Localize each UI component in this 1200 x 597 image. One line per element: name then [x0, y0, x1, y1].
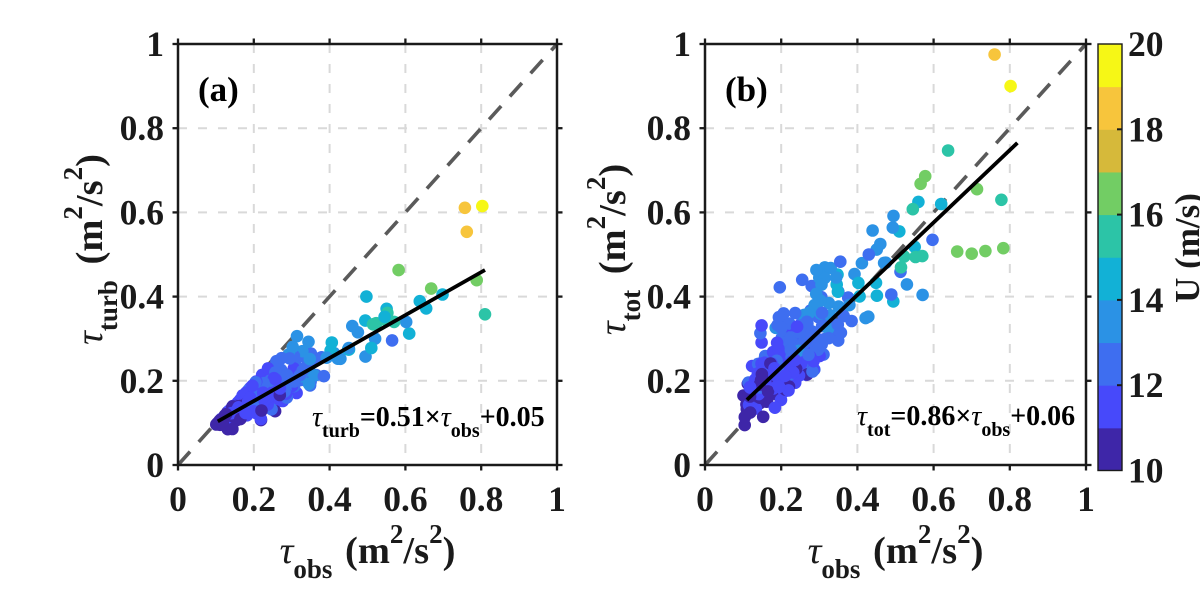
svg-text:20: 20: [1128, 24, 1164, 64]
svg-text:0.8: 0.8: [988, 479, 1032, 519]
svg-text:1: 1: [1077, 479, 1095, 519]
svg-text:0.4: 0.4: [835, 479, 880, 519]
svg-text:0.2: 0.2: [759, 479, 803, 519]
svg-text:τtot (m2/s2): τtot (m2/s2): [581, 164, 646, 335]
svg-text:1: 1: [548, 479, 566, 519]
svg-text:0.4: 0.4: [120, 277, 165, 317]
svg-text:U (m/s): U (m/s): [1168, 193, 1200, 303]
svg-text:14: 14: [1128, 280, 1164, 320]
svg-text:τobs (m2/s2): τobs (m2/s2): [280, 519, 456, 584]
svg-text:(b): (b): [725, 70, 768, 109]
svg-text:0.4: 0.4: [647, 277, 692, 317]
svg-text:0.8: 0.8: [459, 479, 503, 519]
svg-text:18: 18: [1128, 109, 1164, 149]
svg-text:0.2: 0.2: [120, 361, 164, 401]
svg-text:0: 0: [146, 445, 164, 485]
svg-text:0.4: 0.4: [307, 479, 352, 519]
svg-text:1: 1: [146, 24, 164, 64]
svg-text:1: 1: [673, 24, 691, 64]
svg-text:0: 0: [169, 479, 187, 519]
svg-text:0.8: 0.8: [120, 108, 164, 148]
svg-text:10: 10: [1128, 451, 1164, 491]
svg-text:(a): (a): [198, 70, 239, 109]
svg-text:16: 16: [1128, 195, 1164, 235]
svg-text:0.2: 0.2: [232, 479, 276, 519]
svg-text:0.6: 0.6: [647, 192, 691, 232]
svg-text:τturb (m2/s2): τturb (m2/s2): [58, 154, 123, 345]
svg-text:12: 12: [1128, 365, 1164, 405]
svg-text:0.6: 0.6: [120, 192, 164, 232]
svg-text:0.8: 0.8: [647, 108, 691, 148]
svg-text:τtot=0.86×τobs+0.06: τtot=0.86×τobs+0.06: [857, 401, 1075, 441]
svg-text:τobs (m2/s2): τobs (m2/s2): [808, 519, 984, 584]
svg-text:0.6: 0.6: [383, 479, 427, 519]
svg-text:τturb=0.51×τobs+0.05: τturb=0.51×τobs+0.05: [312, 402, 545, 442]
svg-text:0: 0: [673, 445, 691, 485]
svg-text:0: 0: [696, 479, 714, 519]
svg-text:0.2: 0.2: [647, 361, 691, 401]
svg-text:0.6: 0.6: [911, 479, 955, 519]
